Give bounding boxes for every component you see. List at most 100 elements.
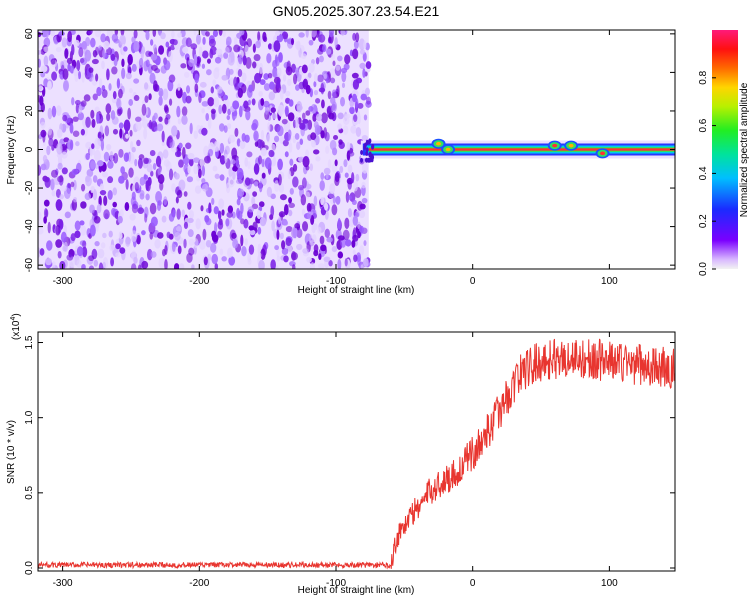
noise-speckle bbox=[85, 141, 93, 149]
noise-speckle bbox=[258, 181, 263, 193]
noise-speckle bbox=[366, 96, 372, 105]
noise-speckle bbox=[133, 78, 140, 84]
noise-speckle bbox=[188, 209, 194, 219]
noise-speckle bbox=[337, 235, 345, 241]
noise-speckle bbox=[225, 36, 232, 46]
noise-speckle bbox=[38, 49, 42, 55]
noise-speckle bbox=[217, 210, 222, 220]
noise-speckle bbox=[244, 157, 249, 167]
noise-speckle bbox=[128, 167, 134, 178]
noise-speckle bbox=[233, 76, 238, 88]
noise-speckle bbox=[260, 248, 266, 260]
noise-speckle bbox=[115, 238, 119, 245]
noise-speckle bbox=[183, 238, 187, 249]
noise-speckle bbox=[74, 72, 79, 83]
noise-speckle bbox=[344, 258, 348, 267]
noise-speckle bbox=[283, 220, 289, 226]
noise-speckle bbox=[62, 68, 69, 80]
noise-speckle bbox=[91, 58, 99, 65]
noise-speckle bbox=[168, 135, 173, 143]
noise-speckle bbox=[141, 103, 147, 116]
noise-speckle bbox=[329, 139, 337, 151]
spectrogram-noise-layer bbox=[38, 30, 372, 269]
noise-speckle bbox=[115, 252, 121, 258]
noise-speckle bbox=[241, 72, 247, 82]
noise-speckle bbox=[112, 128, 119, 135]
noise-speckle bbox=[236, 167, 244, 180]
noise-speckle bbox=[128, 99, 134, 106]
noise-speckle bbox=[258, 90, 263, 97]
noise-speckle bbox=[283, 255, 289, 263]
noise-speckle bbox=[119, 247, 126, 254]
noise-speckle bbox=[89, 204, 95, 214]
noise-speckle bbox=[193, 30, 197, 36]
noise-speckle bbox=[266, 133, 270, 144]
noise-speckle bbox=[221, 74, 229, 81]
noise-speckle bbox=[353, 114, 358, 122]
noise-speckle bbox=[219, 174, 225, 181]
noise-speckle bbox=[360, 93, 368, 101]
noise-speckle bbox=[112, 91, 117, 100]
noise-speckle bbox=[318, 263, 325, 269]
noise-speckle bbox=[352, 79, 360, 90]
noise-speckle bbox=[228, 256, 236, 266]
carrier-feature-core bbox=[436, 141, 442, 146]
noise-speckle bbox=[127, 63, 131, 75]
noise-speckle bbox=[247, 99, 252, 106]
noise-speckle bbox=[174, 150, 182, 158]
noise-speckle bbox=[318, 55, 324, 63]
noise-speckle bbox=[264, 157, 272, 170]
noise-speckle bbox=[113, 152, 119, 164]
noise-speckle bbox=[40, 65, 48, 73]
noise-speckle bbox=[317, 74, 324, 83]
noise-speckle bbox=[349, 106, 355, 115]
noise-speckle bbox=[38, 247, 41, 258]
colorbar-label: Normalized spectral amplitude bbox=[739, 82, 750, 217]
noise-speckle bbox=[59, 194, 65, 200]
noise-speckle bbox=[42, 154, 48, 163]
noise-speckle bbox=[139, 193, 145, 200]
noise-speckle bbox=[119, 34, 126, 46]
noise-speckle bbox=[100, 242, 106, 249]
noise-speckle bbox=[90, 37, 96, 48]
noise-speckle bbox=[348, 151, 355, 157]
spectrogram-x-label: Height of straight line (km) bbox=[298, 285, 415, 296]
noise-speckle bbox=[363, 240, 367, 246]
noise-speckle bbox=[98, 262, 104, 269]
noise-speckle bbox=[313, 244, 319, 253]
noise-speckle bbox=[158, 45, 165, 55]
noise-speckle bbox=[73, 196, 78, 203]
noise-speckle bbox=[247, 161, 251, 170]
noise-speckle bbox=[72, 130, 80, 137]
noise-speckle bbox=[313, 81, 317, 88]
noise-speckle bbox=[97, 248, 105, 259]
noise-speckle bbox=[337, 217, 341, 230]
noise-speckle bbox=[202, 36, 206, 45]
snr-x-tick-label: 100 bbox=[601, 578, 618, 589]
noise-speckle bbox=[288, 202, 296, 209]
noise-speckle bbox=[155, 155, 162, 168]
noise-speckle bbox=[143, 157, 149, 165]
noise-speckle bbox=[187, 217, 194, 224]
noise-speckle bbox=[157, 232, 164, 239]
noise-speckle bbox=[194, 83, 199, 93]
noise-speckle bbox=[358, 209, 366, 219]
noise-speckle bbox=[281, 240, 286, 250]
noise-speckle bbox=[57, 162, 63, 170]
noise-speckle bbox=[297, 105, 303, 111]
noise-speckle bbox=[103, 151, 110, 162]
noise-speckle bbox=[337, 55, 343, 62]
noise-speckle bbox=[94, 30, 102, 38]
noise-speckle bbox=[94, 137, 101, 150]
noise-speckle bbox=[255, 40, 261, 49]
noise-speckle bbox=[120, 166, 125, 175]
noise-speckle bbox=[123, 46, 128, 52]
noise-speckle bbox=[213, 140, 218, 153]
noise-speckle bbox=[228, 134, 236, 143]
noise-speckle bbox=[309, 262, 315, 269]
noise-speckle bbox=[338, 139, 343, 145]
noise-speckle bbox=[163, 60, 171, 71]
carrier-feature-core bbox=[445, 147, 451, 152]
noise-speckle bbox=[323, 202, 329, 211]
noise-speckle bbox=[270, 205, 275, 217]
